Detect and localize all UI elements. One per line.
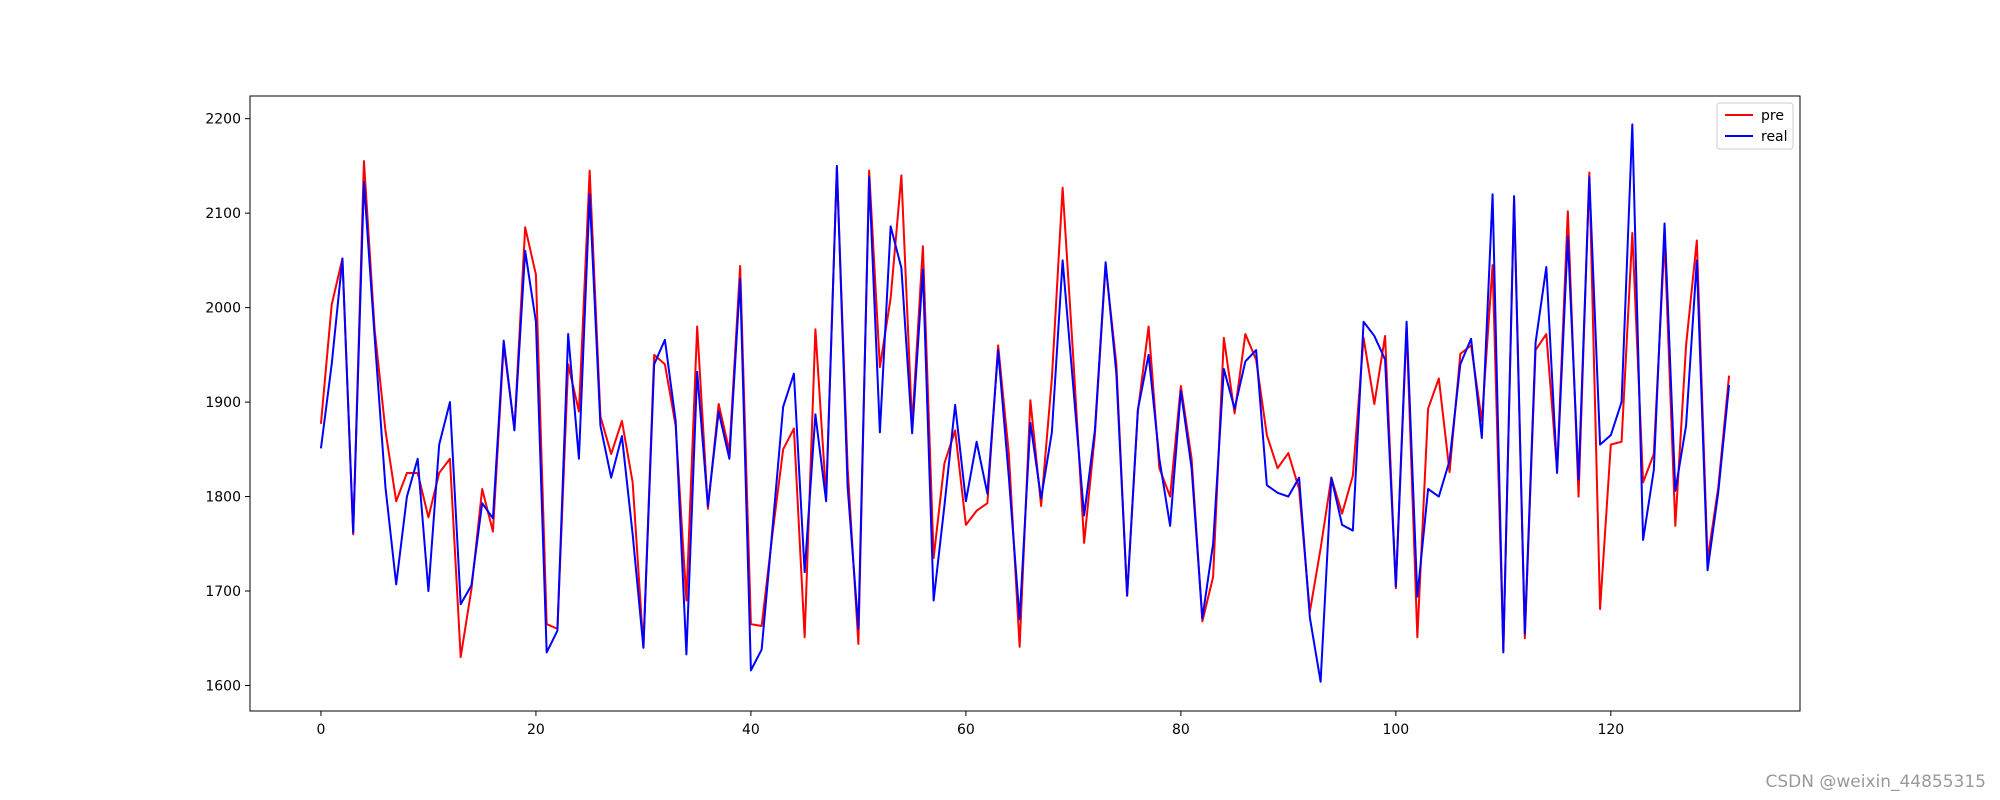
y-tick-label: 1900 bbox=[205, 395, 241, 411]
axes-frame bbox=[249, 95, 1801, 712]
y-tick-label: 2100 bbox=[205, 206, 241, 222]
legend-label-pre: pre bbox=[1761, 108, 1784, 124]
y-tick-label: 2200 bbox=[205, 112, 241, 128]
x-tick-label: 60 bbox=[957, 722, 975, 738]
x-axis: 0 20 40 60 80 100 120 bbox=[316, 711, 1624, 738]
watermark: CSDN @weixin_44855315 bbox=[1765, 772, 1986, 792]
y-tick-label: 1800 bbox=[205, 490, 241, 506]
y-tick-label: 1600 bbox=[205, 678, 241, 694]
series-line-pre bbox=[319, 160, 1731, 659]
x-tick-label: 100 bbox=[1382, 722, 1409, 738]
x-tick-label: 0 bbox=[316, 722, 325, 738]
x-tick-label: 120 bbox=[1597, 722, 1624, 738]
series-line-real bbox=[319, 123, 1731, 683]
x-tick-label: 40 bbox=[742, 722, 760, 738]
y-tick-label: 1700 bbox=[205, 584, 241, 600]
series-lines bbox=[319, 123, 1731, 683]
legend: pre real bbox=[1716, 102, 1794, 150]
x-tick-label: 20 bbox=[527, 722, 545, 738]
legend-label-real: real bbox=[1761, 129, 1788, 145]
y-axis: 1600 1700 1800 1900 2000 2100 2200 bbox=[205, 112, 250, 694]
y-tick-label: 2000 bbox=[205, 301, 241, 317]
x-tick-label: 80 bbox=[1172, 722, 1190, 738]
